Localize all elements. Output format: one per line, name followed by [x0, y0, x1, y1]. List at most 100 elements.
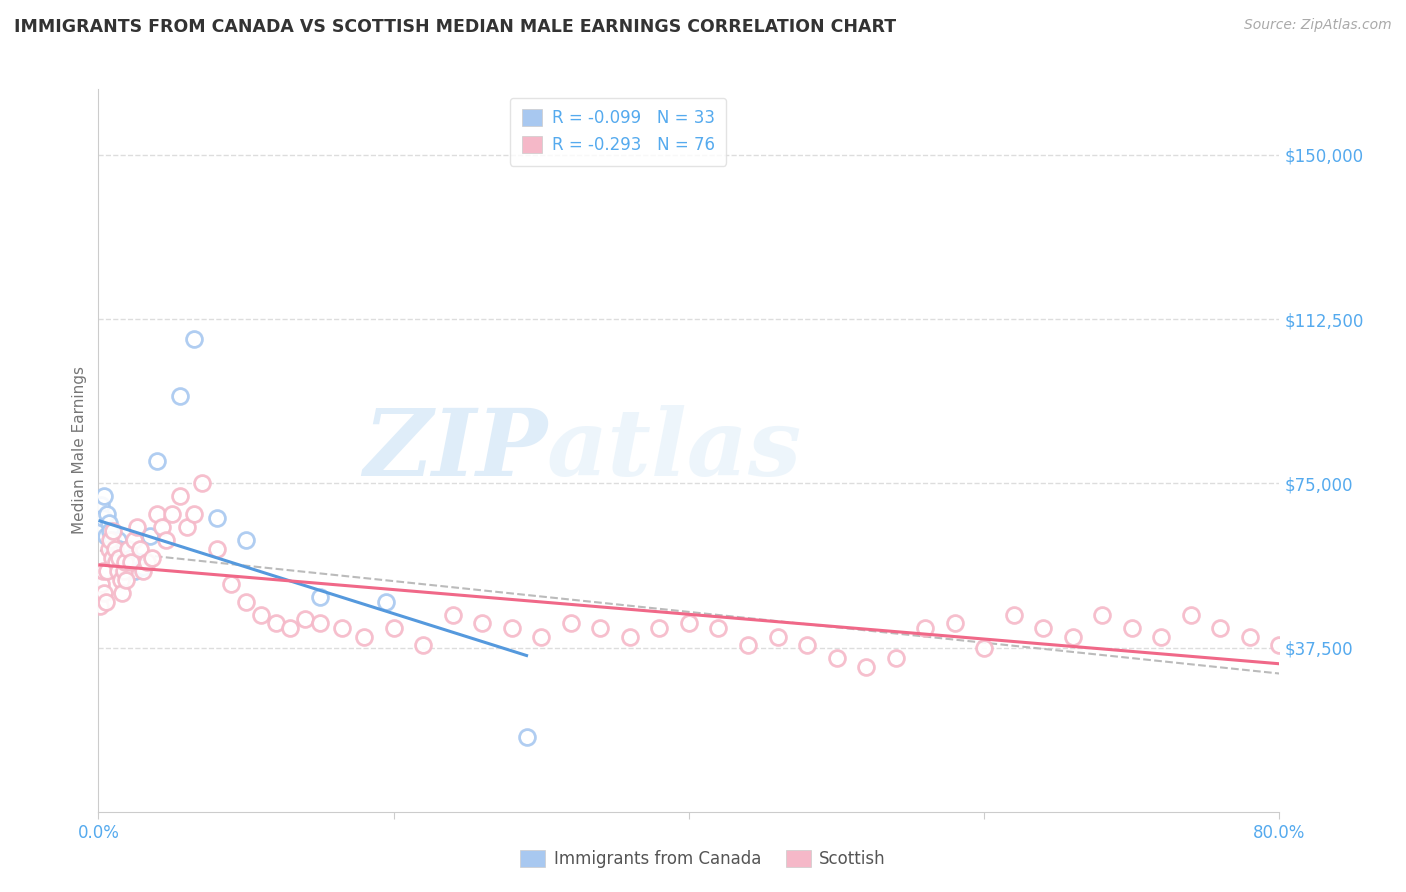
Point — [110, 546, 132, 560]
Point — [97, 516, 120, 530]
Point — [114, 555, 136, 569]
Point — [737, 638, 759, 652]
Point — [412, 638, 434, 652]
Y-axis label: Median Male Earnings: Median Male Earnings — [72, 367, 87, 534]
Point — [309, 590, 332, 604]
Point — [94, 529, 117, 543]
Point — [93, 490, 115, 504]
Point — [96, 564, 118, 578]
Point — [501, 621, 523, 635]
Point — [117, 541, 139, 556]
Point — [884, 651, 907, 665]
Point — [162, 507, 183, 521]
Point — [139, 529, 162, 543]
Point — [516, 731, 538, 745]
Point — [176, 520, 198, 534]
Point — [1150, 630, 1173, 644]
Point — [103, 541, 125, 556]
Point — [96, 507, 118, 521]
Point — [141, 550, 163, 565]
Point — [110, 573, 132, 587]
Point — [91, 511, 114, 525]
Point — [796, 638, 818, 652]
Point — [97, 541, 120, 556]
Point — [146, 507, 169, 521]
Point — [112, 564, 135, 578]
Point — [1209, 621, 1232, 635]
Point — [117, 541, 139, 556]
Point — [1091, 607, 1114, 622]
Point — [89, 520, 111, 534]
Point — [124, 564, 146, 578]
Point — [120, 550, 142, 565]
Point — [250, 607, 273, 622]
Point — [98, 533, 121, 548]
Point — [90, 577, 112, 591]
Point — [191, 476, 214, 491]
Point — [115, 573, 138, 587]
Point — [169, 490, 191, 504]
Point — [1062, 630, 1084, 644]
Point — [648, 621, 671, 635]
Point — [100, 533, 122, 548]
Point — [103, 524, 125, 539]
Point — [155, 533, 177, 548]
Point — [294, 612, 316, 626]
Legend: Immigrants from Canada, Scottish: Immigrants from Canada, Scottish — [513, 843, 893, 875]
Point — [1032, 621, 1054, 635]
Point — [205, 541, 228, 556]
Point — [1268, 638, 1291, 652]
Text: Source: ZipAtlas.com: Source: ZipAtlas.com — [1244, 18, 1392, 32]
Point — [766, 630, 789, 644]
Point — [973, 640, 995, 655]
Legend: R = -0.099   N = 33, R = -0.293   N = 76: R = -0.099 N = 33, R = -0.293 N = 76 — [510, 97, 727, 166]
Point — [120, 555, 142, 569]
Point — [105, 555, 128, 569]
Point — [619, 630, 641, 644]
Point — [382, 621, 405, 635]
Point — [855, 660, 877, 674]
Point — [98, 524, 121, 539]
Point — [471, 616, 494, 631]
Point — [89, 599, 111, 613]
Point — [169, 389, 191, 403]
Text: atlas: atlas — [547, 406, 803, 495]
Point — [146, 454, 169, 468]
Point — [128, 541, 150, 556]
Point — [93, 586, 115, 600]
Point — [235, 533, 257, 548]
Point — [136, 555, 159, 569]
Point — [678, 616, 700, 631]
Point — [1002, 607, 1025, 622]
Point — [183, 332, 205, 346]
Point — [94, 594, 117, 608]
Point — [943, 616, 966, 631]
Point — [107, 564, 129, 578]
Point — [235, 594, 257, 608]
Point — [132, 564, 155, 578]
Point — [530, 630, 553, 644]
Point — [90, 498, 112, 512]
Point — [112, 559, 135, 574]
Point — [914, 621, 936, 635]
Point — [560, 616, 582, 631]
Point — [111, 550, 134, 565]
Point — [1121, 621, 1143, 635]
Point — [100, 550, 122, 565]
Point — [150, 520, 173, 534]
Point — [264, 616, 287, 631]
Text: ZIP: ZIP — [363, 406, 547, 495]
Point — [330, 621, 353, 635]
Point — [309, 616, 332, 631]
Point — [183, 507, 205, 521]
Point — [122, 533, 145, 548]
Point — [589, 621, 612, 635]
Point — [825, 651, 848, 665]
Point — [108, 550, 131, 565]
Point — [707, 621, 730, 635]
Point — [375, 594, 398, 608]
Point — [441, 607, 464, 622]
Point — [132, 559, 155, 574]
Point — [205, 511, 228, 525]
Point — [114, 555, 136, 569]
